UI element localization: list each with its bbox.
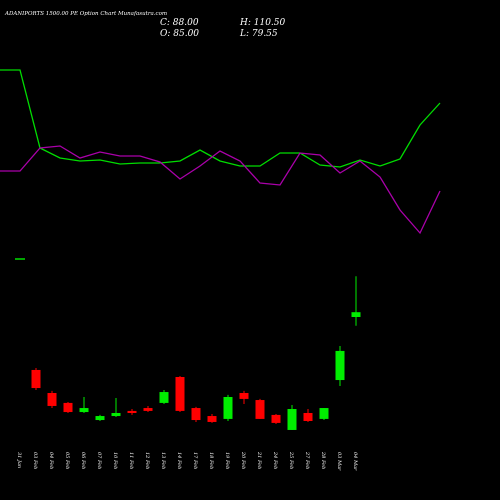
candle-body	[335, 350, 345, 381]
x-tick-label: 03 Feb	[32, 452, 38, 469]
open-label: O: 85.00	[160, 29, 199, 39]
x-tick-label: 07 Feb	[96, 452, 102, 469]
candle-body	[47, 393, 57, 406]
x-tick-label: 06 Feb	[80, 452, 86, 469]
candle-body	[223, 397, 233, 419]
candle-body	[303, 413, 313, 421]
x-tick-label: 31 Jan	[16, 452, 22, 468]
candle-body	[143, 408, 153, 411]
x-tick-label: 25 Feb	[288, 451, 294, 469]
candle-body	[255, 400, 265, 419]
candle-body	[31, 369, 41, 389]
x-tick-label: 27 Feb	[304, 451, 310, 469]
candle-body	[191, 408, 201, 421]
candle-body	[127, 410, 137, 413]
x-tick-label: 13 Feb	[160, 452, 166, 469]
candle-body	[319, 408, 329, 419]
x-tick-label: 19 Feb	[224, 452, 230, 469]
x-tick-label: 03 Mar	[336, 452, 342, 471]
close-label: C: 88.00	[160, 18, 199, 28]
candle-body	[79, 408, 89, 413]
candle-body	[111, 413, 121, 417]
candle-body	[239, 393, 249, 399]
low-label: L: 79.55	[239, 29, 278, 39]
indicator-line	[0, 69, 441, 168]
candle-body	[63, 402, 73, 413]
indicator-line	[0, 145, 441, 235]
x-tick-label: 04 Mar	[352, 452, 358, 471]
candle-body	[287, 409, 297, 430]
candle-body	[175, 377, 185, 411]
x-tick-label: 28 Feb	[320, 451, 326, 469]
candle-body	[159, 392, 169, 403]
x-tick-label: 24 Feb	[272, 451, 278, 469]
x-tick-label: 05 Feb	[64, 452, 70, 469]
x-tick-label: 18 Feb	[208, 452, 214, 469]
candle-body	[95, 416, 105, 421]
x-tick-label: 14 Feb	[176, 452, 182, 469]
candle-body	[351, 312, 361, 317]
chart-title: ADANIPORTS 1500.00 PE Option Chart Munaf…	[4, 11, 167, 17]
high-label: H: 110.50	[239, 18, 286, 28]
x-tick-label: 21 Feb	[256, 451, 262, 469]
x-tick-label: 17 Feb	[192, 452, 198, 469]
candle-body	[207, 416, 217, 422]
x-tick-label: 11 Feb	[128, 452, 134, 469]
x-tick-label: 12 Feb	[144, 452, 150, 469]
x-tick-label: 10 Feb	[112, 452, 118, 469]
x-tick-label: 20 Feb	[240, 451, 246, 469]
x-tick-label: 04 Feb	[48, 452, 54, 469]
candle-body	[271, 414, 281, 423]
